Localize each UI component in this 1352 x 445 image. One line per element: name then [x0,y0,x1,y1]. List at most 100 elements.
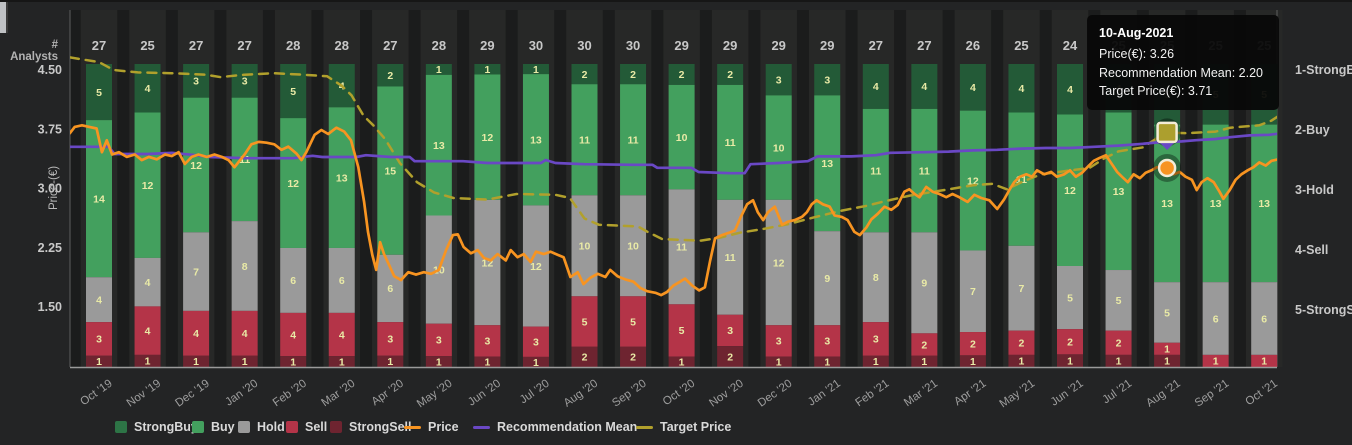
bar-segment-strongsell-10[interactable] [522,356,549,367]
bar-segment-strongbuy-12[interactable] [620,64,647,85]
bar-segment-sell-8[interactable] [425,323,452,357]
bar-segment-strongsell-20[interactable] [1008,354,1035,367]
bar-segment-strongbuy-3[interactable] [183,64,210,98]
bar-segment-hold-4[interactable] [231,221,258,311]
bar-segment-buy-13[interactable] [668,84,695,190]
bar-segment-sell-15[interactable] [765,325,792,357]
legend-item-strongsell[interactable]: StrongSell [330,416,412,438]
legend-item-buy[interactable]: Buy [192,416,235,438]
bar-segment-sell-22[interactable] [1105,330,1132,355]
bar-segment-buy-16[interactable] [814,95,841,232]
bar-segment-buy-18[interactable] [911,108,938,233]
bar-segment-strongsell-8[interactable] [425,356,452,367]
bar-segment-strongsell-13[interactable] [668,356,695,367]
bar-segment-sell-16[interactable] [814,325,841,357]
bar-segment-strongbuy-10[interactable] [522,64,549,75]
bar-segment-buy-23[interactable] [1154,124,1181,283]
bar-segment-buy-25[interactable] [1251,124,1278,283]
bar-segment-strongsell-17[interactable] [862,355,889,367]
bar-segment-hold-25[interactable] [1251,282,1278,355]
bar-segment-strongsell-23[interactable] [1154,354,1181,367]
bar-segment-sell-23[interactable] [1154,342,1181,355]
bar-segment-buy-2[interactable] [134,112,161,258]
bar-segment-strongbuy-18[interactable] [911,64,938,109]
bar-segment-strongsell-5[interactable] [280,356,307,367]
bar-segment-sell-13[interactable] [668,304,695,357]
bar-segment-hold-19[interactable] [959,250,986,333]
bar-segment-hold-18[interactable] [911,232,938,334]
bar-segment-hold-2[interactable] [134,257,161,307]
bar-segment-strongbuy-9[interactable] [474,64,501,75]
bar-segment-buy-21[interactable] [1057,114,1083,267]
bar-segment-strongsell-16[interactable] [814,356,841,367]
bar-segment-buy-8[interactable] [425,74,452,216]
bar-segment-hold-5[interactable] [280,247,307,313]
bar-segment-strongbuy-7[interactable] [377,64,404,87]
bar-segment-buy-9[interactable] [474,74,501,200]
bar-segment-sell-3[interactable] [183,310,210,356]
bar-segment-buy-3[interactable] [183,97,210,233]
bar-segment-sell-20[interactable] [1008,330,1035,355]
bar-segment-strongsell-6[interactable] [328,356,355,367]
bar-segment-hold-23[interactable] [1154,282,1181,343]
bar-segment-sell-4[interactable] [231,310,258,356]
bar-segment-strongsell-9[interactable] [474,356,501,367]
bar-segment-strongsell-11[interactable] [571,346,598,367]
bar-segment-hold-22[interactable] [1105,270,1132,331]
bar-segment-sell-12[interactable] [620,296,647,347]
bar-segment-strongsell-18[interactable] [911,355,938,367]
bar-segment-strongbuy-8[interactable] [425,64,452,75]
bar-segment-strongsell-1[interactable] [86,355,112,367]
bar-segment-sell-6[interactable] [328,312,355,357]
bar-segment-hold-10[interactable] [522,205,549,327]
bar-segment-hold-6[interactable] [328,247,355,313]
bar-segment-buy-24[interactable] [1202,124,1229,283]
bar-segment-strongsell-2[interactable] [134,354,161,367]
bar-segment-buy-12[interactable] [620,84,647,196]
bar-segment-strongbuy-21[interactable] [1057,64,1083,115]
bar-segment-strongbuy-20[interactable] [1008,64,1035,113]
bar-segment-sell-11[interactable] [571,296,598,347]
legend-item-strongbuy[interactable]: StrongBuy [115,416,198,438]
bar-segment-strongsell-19[interactable] [959,355,986,367]
bar-segment-buy-15[interactable] [765,95,792,200]
bar-segment-sell-17[interactable] [862,322,889,356]
legend-item-target-price[interactable]: Target Price [636,416,731,438]
bar-segment-sell-25[interactable] [1251,354,1278,367]
legend-item-sell[interactable]: Sell [286,416,327,438]
bar-segment-hold-21[interactable] [1057,266,1083,330]
bar-segment-strongsell-22[interactable] [1105,354,1132,367]
legend-item-price[interactable]: Price [404,416,459,438]
bar-segment-strongsell-3[interactable] [183,355,210,367]
bar-segment-strongsell-12[interactable] [620,346,647,367]
bar-segment-hold-9[interactable] [474,199,501,326]
bar-segment-strongsell-4[interactable] [231,355,258,367]
bar-segment-buy-5[interactable] [280,118,307,248]
bar-segment-hold-3[interactable] [183,232,210,311]
bar-segment-buy-22[interactable] [1105,112,1132,271]
bar-segment-strongbuy-1[interactable] [86,64,112,121]
bar-segment-strongbuy-16[interactable] [814,64,841,96]
bar-segment-sell-10[interactable] [522,326,549,357]
legend-item-recommendation-mean[interactable]: Recommendation Mean [473,416,637,438]
bar-segment-strongbuy-15[interactable] [765,64,792,96]
bar-segment-strongbuy-14[interactable] [717,64,744,85]
bar-segment-sell-9[interactable] [474,325,501,357]
bar-segment-strongbuy-17[interactable] [862,64,889,109]
bar-segment-buy-19[interactable] [959,110,986,251]
bar-segment-strongbuy-13[interactable] [668,64,695,85]
bar-segment-strongsell-7[interactable] [377,355,404,367]
bar-segment-hold-24[interactable] [1202,282,1229,355]
bar-segment-strongbuy-11[interactable] [571,64,598,85]
bar-segment-hold-16[interactable] [814,231,841,326]
bar-segment-buy-14[interactable] [717,84,744,200]
bar-segment-strongsell-21[interactable] [1057,354,1083,367]
bar-segment-sell-2[interactable] [134,306,161,355]
bar-segment-hold-11[interactable] [571,195,598,297]
bar-segment-sell-21[interactable] [1057,329,1083,355]
bar-segment-hold-17[interactable] [862,232,889,323]
bar-segment-sell-5[interactable] [280,312,307,357]
bar-segment-sell-7[interactable] [377,322,404,356]
bar-segment-sell-24[interactable] [1202,354,1229,367]
bar-segment-hold-20[interactable] [1008,245,1035,331]
